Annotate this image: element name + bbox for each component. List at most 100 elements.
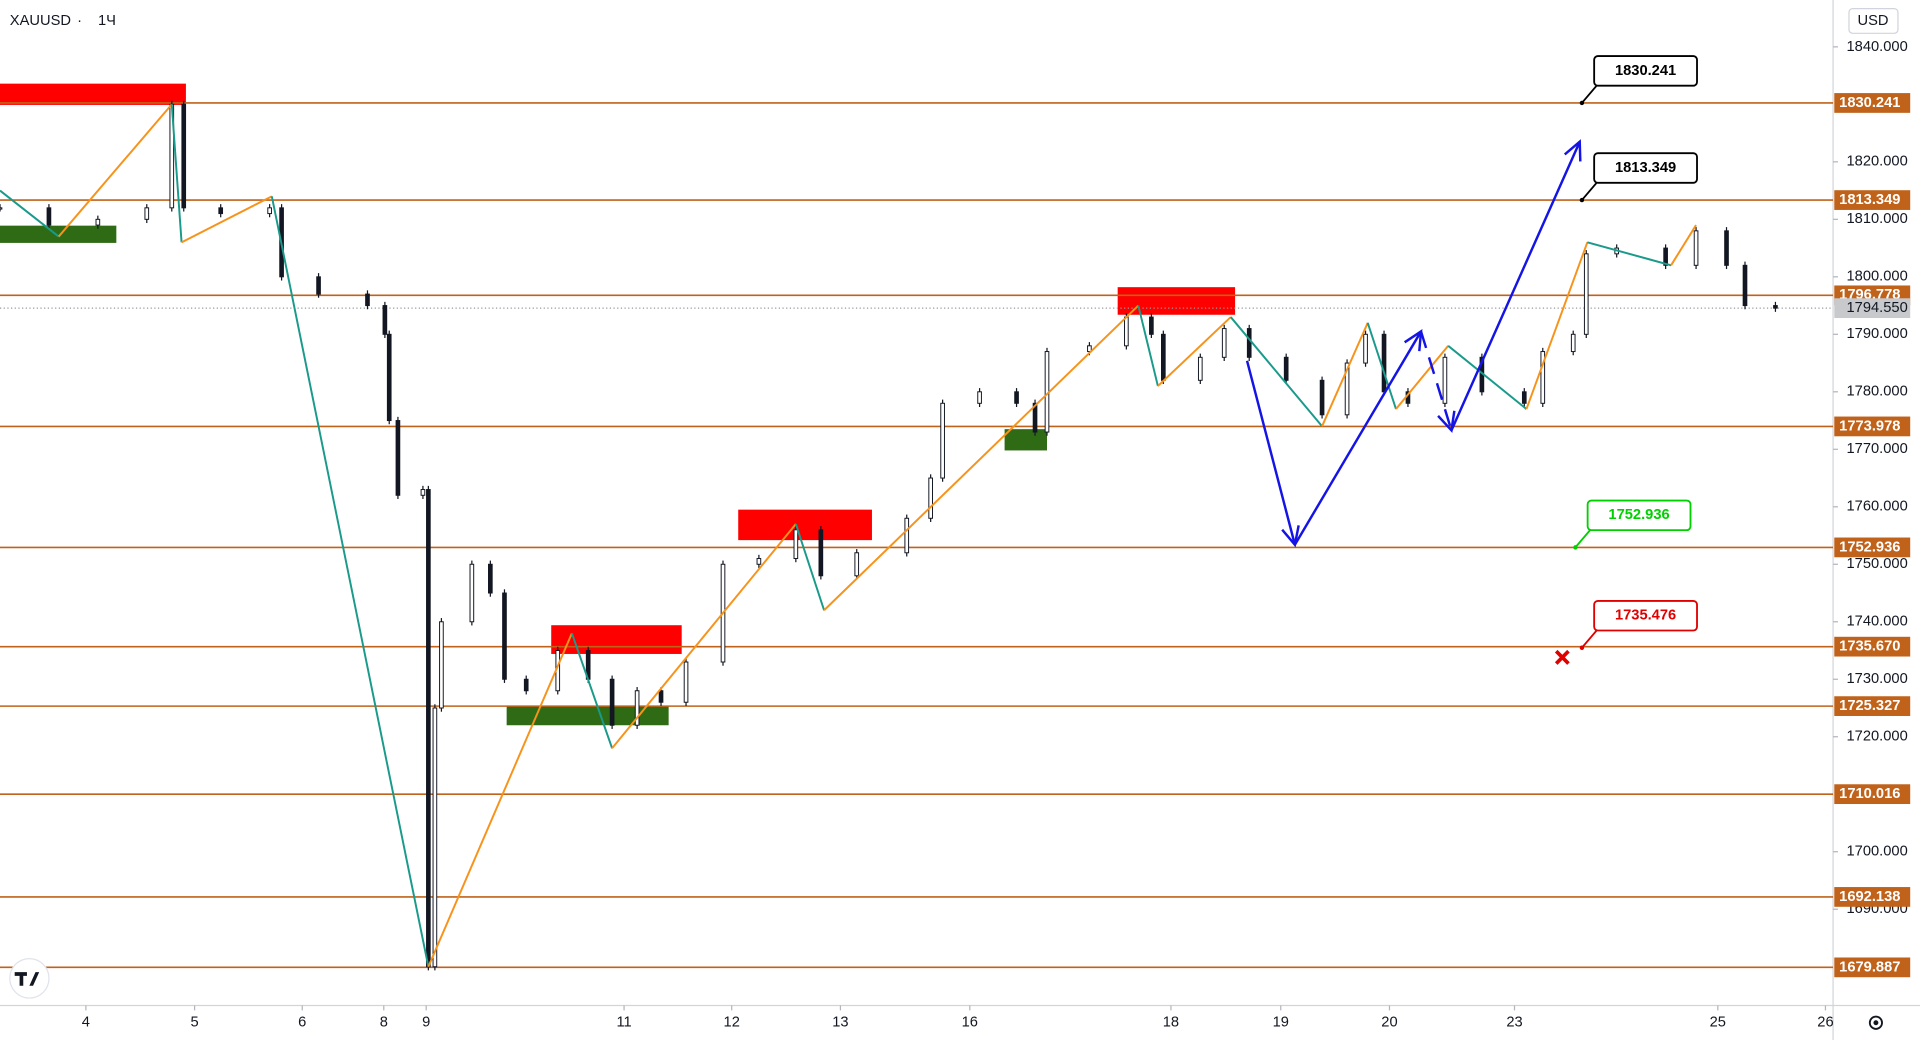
candle — [609, 678, 615, 726]
stop-marker — [1554, 649, 1570, 665]
candle — [818, 529, 824, 577]
candle — [854, 552, 860, 577]
candle — [634, 690, 640, 726]
zigzag-segment — [823, 304, 1140, 611]
last-price-label: 1794.550 — [1847, 300, 1908, 316]
callout-pointer — [1581, 182, 1598, 201]
level-label-bg — [1834, 93, 1911, 113]
candle — [1319, 379, 1325, 416]
callout-pointer — [1581, 629, 1598, 649]
candle — [1693, 230, 1699, 266]
callout-label: 1813.349 — [1615, 160, 1676, 176]
x-tick-label: 6 — [298, 1015, 306, 1031]
zigzag-segment — [1525, 241, 1589, 410]
candle — [1773, 305, 1778, 309]
callout-label: 1735.476 — [1615, 608, 1676, 624]
candle — [1381, 333, 1387, 393]
level-label: 1752.936 — [1839, 539, 1900, 555]
candle — [1246, 328, 1252, 358]
candle — [395, 420, 401, 496]
last-price-bg — [1834, 298, 1911, 319]
candle — [793, 529, 799, 560]
callout-box — [1593, 599, 1698, 632]
level-label: 1692.138 — [1839, 889, 1900, 905]
candle — [181, 103, 187, 209]
y-tick-label: 1720.000 — [1847, 729, 1908, 745]
arrow-head — [1563, 139, 1582, 162]
symbol: XAUUSD — [10, 13, 71, 29]
currency-button[interactable] — [1848, 8, 1899, 34]
plot: 1830.241 1813.349 1752.936 1735.476 — [0, 55, 1834, 971]
x-tick-label: 18 — [1163, 1015, 1179, 1031]
zigzag-segment — [270, 196, 430, 967]
level-label: 1725.327 — [1839, 698, 1900, 714]
currency: USD — [1858, 13, 1889, 29]
callout-pointer — [1581, 85, 1598, 104]
candle — [1221, 328, 1227, 358]
settings-icon[interactable] — [1868, 1015, 1883, 1030]
candle — [1363, 333, 1368, 364]
x-tick-label: 25 — [1710, 1015, 1726, 1031]
candle — [469, 563, 475, 623]
projection-segment — [1245, 360, 1297, 546]
zigzag-segment — [0, 189, 60, 238]
level-label-bg — [1834, 636, 1911, 657]
candle — [1583, 253, 1589, 335]
callout-pointer — [1574, 529, 1591, 548]
zigzag-segment — [170, 104, 183, 243]
x-tick-label: 23 — [1506, 1015, 1522, 1031]
candle — [1442, 356, 1448, 404]
level-label: 1710.016 — [1839, 786, 1900, 802]
candle — [683, 661, 689, 703]
axes: 1840.000 1820.000 1810.000 1800.000 1790.000… — [82, 39, 1911, 1031]
zigzag-segment — [57, 103, 173, 238]
candle — [46, 207, 52, 226]
candle — [432, 707, 438, 968]
zone — [0, 225, 117, 243]
candle — [904, 517, 910, 554]
callout-box — [1593, 152, 1698, 184]
zigzag-segment — [570, 632, 614, 749]
projection-segment — [1450, 141, 1581, 431]
zigzag-segment — [1670, 224, 1697, 266]
zigzag-segment — [794, 523, 826, 611]
level-label-bg — [1834, 784, 1911, 805]
y-tick-label: 1810.000 — [1847, 211, 1908, 227]
interval: 1Ч — [98, 13, 116, 29]
candle — [1742, 264, 1748, 307]
candle — [1087, 345, 1092, 353]
y-tick-label: 1760.000 — [1847, 499, 1908, 515]
y-tick-label: 1770.000 — [1847, 441, 1908, 457]
candle — [316, 276, 321, 295]
zigzag-segment — [611, 523, 797, 749]
candle — [1124, 316, 1129, 347]
y-tick-label: 1790.000 — [1847, 326, 1908, 342]
zigzag-segment — [181, 195, 273, 244]
zigzag-segment — [1157, 316, 1232, 387]
candle — [386, 333, 392, 422]
x-tick-label: 8 — [380, 1015, 388, 1031]
candle — [1570, 333, 1576, 353]
candle — [1149, 316, 1154, 335]
candle — [658, 690, 664, 703]
candle — [1161, 333, 1166, 381]
candle — [1197, 356, 1203, 381]
candle — [1540, 351, 1546, 404]
candle — [1283, 356, 1289, 381]
tv-logo — [9, 957, 50, 999]
candle — [144, 207, 150, 220]
x-tick-label: 13 — [832, 1015, 848, 1031]
y-tick-label: 1820.000 — [1847, 154, 1908, 170]
x-tick-label: 20 — [1381, 1015, 1397, 1031]
x-tick-label: 4 — [82, 1015, 90, 1031]
candle — [426, 489, 431, 968]
level-label-bg — [1834, 190, 1911, 210]
x-tick-label: 9 — [422, 1015, 430, 1031]
callout-label: 1830.241 — [1615, 63, 1676, 79]
level-label-bg — [1834, 696, 1911, 716]
level-label-bg — [1834, 887, 1911, 907]
candle — [0, 207, 3, 210]
callout-box — [1586, 499, 1692, 532]
